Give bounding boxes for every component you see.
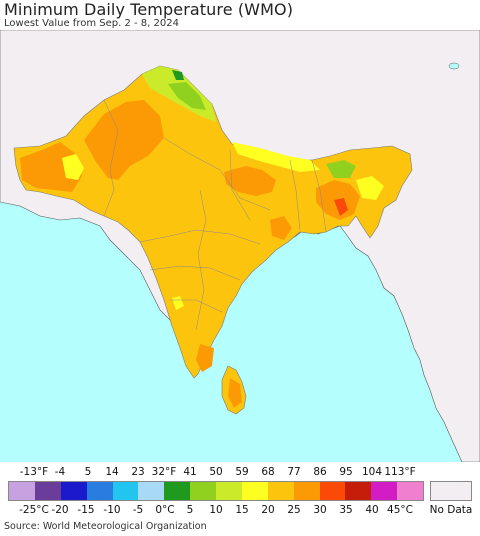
cool-zone-south-india (172, 296, 184, 310)
legend-c-label: 15 (235, 504, 249, 516)
warm-zone-sri-lanka (228, 378, 242, 408)
warm-zone-east (270, 216, 292, 240)
legend-swatch (164, 482, 191, 500)
page-title: Minimum Daily Temperature (WMO) (4, 0, 294, 19)
legend-c-label: 20 (261, 504, 275, 516)
legend-swatch (241, 482, 268, 500)
legend-c-label: 35 (339, 504, 353, 516)
cold-zone-bhutan (326, 160, 356, 178)
legend-swatch (371, 482, 398, 500)
legend-swatch (34, 482, 61, 500)
legend-f-label: 59 (235, 466, 249, 478)
legend-f-label: 14 (105, 466, 119, 478)
legend-f-label: 113°F (384, 466, 416, 478)
legend-c-label: 40 (365, 504, 379, 516)
temperature-map (0, 30, 480, 462)
page-subtitle: Lowest Value from Sep. 2 - 8, 2024 (4, 18, 179, 29)
coldest-zone-kashmir (172, 70, 184, 80)
colder-zone-kashmir (168, 82, 206, 110)
legend-c-label: 10 (209, 504, 223, 516)
legend-swatch (60, 482, 87, 500)
legend-swatch (86, 482, 113, 500)
legend-swatch (345, 482, 372, 500)
warm-zone-pakistan (84, 100, 164, 180)
warm-zone-gangetic (224, 166, 276, 196)
legend-f-label: 50 (209, 466, 223, 478)
legend-c-label: -10 (103, 504, 121, 516)
lake (448, 62, 460, 70)
legend-swatch (190, 482, 216, 500)
legend-f-label: 104 (361, 466, 383, 478)
hot-zone-bangladesh (334, 198, 348, 216)
legend-c-label: 5 (186, 504, 194, 516)
admin-boundaries (103, 99, 327, 331)
source-credit: Source: World Meteorological Organizatio… (4, 521, 207, 532)
legend-c-label: 30 (313, 504, 327, 516)
cool-zone-baluch (62, 154, 84, 180)
legend-f-label: -13°F (19, 466, 49, 478)
legend-no-data-label: No Data (429, 504, 473, 516)
legend-swatch (397, 482, 423, 500)
legend-f-label: 32°F (151, 466, 177, 478)
legend-no-data-swatch (430, 481, 472, 501)
legend-f-label: 86 (313, 466, 327, 478)
legend-swatch (138, 482, 165, 500)
legend-swatch (112, 482, 139, 500)
legend-swatch (216, 482, 242, 500)
legend-swatch (319, 482, 346, 500)
legend-f-label: 68 (261, 466, 275, 478)
legend-f-label: 23 (131, 466, 145, 478)
legend-f-label: -4 (54, 466, 66, 478)
warm-zone-south (196, 344, 214, 372)
legend-swatch (293, 482, 320, 500)
legend-c-label: 45°C (387, 504, 413, 516)
legend-f-label: 95 (339, 466, 353, 478)
legend-f-label: 41 (183, 466, 197, 478)
legend-c-label: -20 (51, 504, 69, 516)
legend-c-label: 25 (287, 504, 301, 516)
legend-swatch (267, 482, 294, 500)
legend-c-label: -5 (132, 504, 144, 516)
legend-c-label: -15 (77, 504, 95, 516)
warm-zone-balochistan (20, 142, 82, 192)
legend-c-label: 0°C (155, 504, 175, 516)
legend-f-label: 5 (84, 466, 92, 478)
cool-zone-himalaya (232, 142, 320, 172)
cool-zone-northeast (356, 176, 384, 200)
legend-colorbar (8, 481, 424, 501)
legend-f-label: 77 (287, 466, 301, 478)
legend-c-label: -25°C (19, 504, 49, 516)
legend-swatch (9, 482, 35, 500)
